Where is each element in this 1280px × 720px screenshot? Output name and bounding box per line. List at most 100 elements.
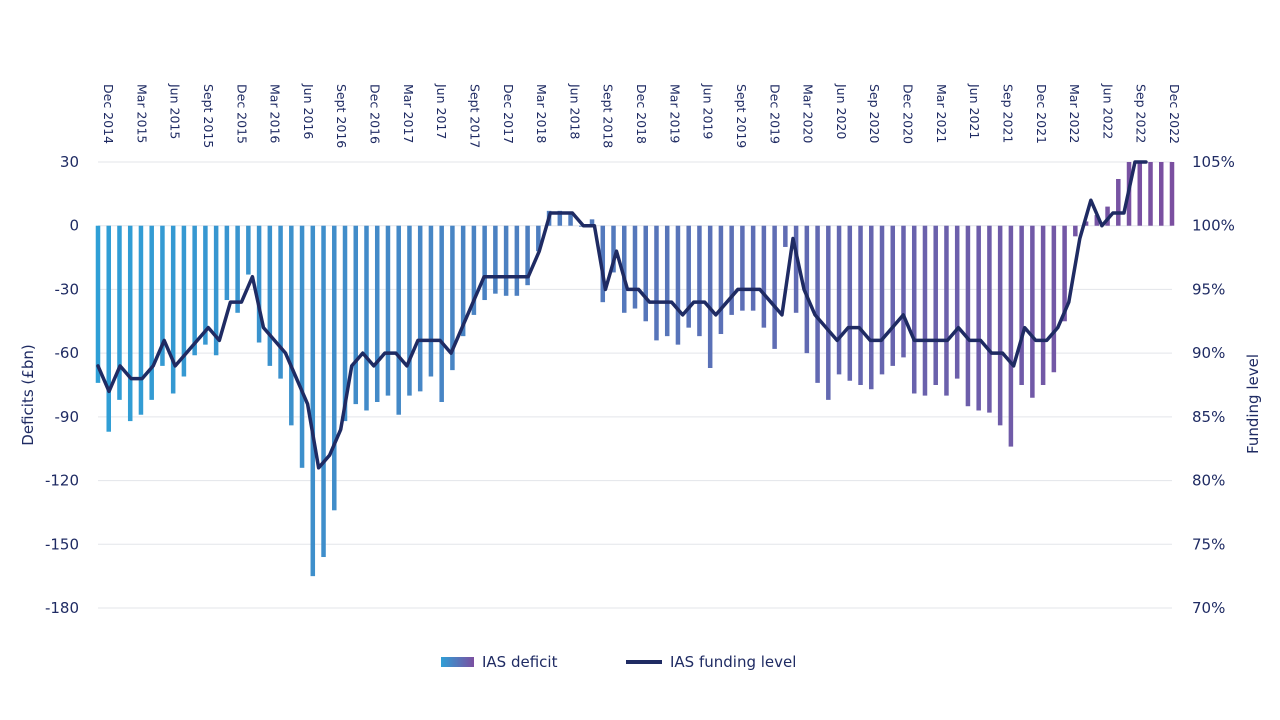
bar-ias-deficit — [493, 225, 498, 294]
x-tick: Jun 2015 — [168, 83, 183, 139]
bar-ias-deficit — [761, 225, 767, 328]
x-tick: Mar 2016 — [268, 84, 283, 143]
bar-ias-deficit — [944, 225, 949, 396]
x-tick: Mar 2017 — [401, 84, 416, 143]
y-tick-left: -120 — [45, 472, 79, 490]
bar-ias-deficit — [901, 225, 906, 358]
x-tick: Dec 2017 — [501, 84, 516, 144]
bar-ias-deficit — [911, 225, 917, 394]
bar-ias-deficit — [1083, 221, 1089, 226]
bar-ias-deficit — [385, 225, 391, 396]
bar-ias-deficit — [750, 225, 756, 311]
x-tick: Sept 2017 — [467, 84, 482, 148]
y-tick-left: -150 — [45, 535, 79, 553]
bar-ias-deficit — [729, 225, 734, 315]
bar-ias-deficit — [181, 225, 187, 377]
bars-ias-deficit — [95, 162, 1175, 577]
x-axis-ticks: Dec 2014 Mar 2015 Jun 2015 Sept 2015 Dec 201… — [101, 83, 1182, 148]
bar-ias-deficit — [933, 225, 938, 385]
bar-ias-deficit — [396, 225, 401, 415]
bar-ias-deficit — [718, 225, 724, 335]
bar-ias-deficit — [922, 225, 928, 396]
bar-ias-deficit — [1019, 225, 1024, 385]
bar-ias-deficit — [976, 225, 981, 411]
bar-ias-deficit — [1008, 225, 1014, 447]
y-tick-right: 95% — [1192, 280, 1225, 298]
bar-ias-deficit — [246, 225, 251, 275]
x-tick: Dec 2021 — [1034, 84, 1049, 144]
bar-ias-deficit — [632, 225, 638, 309]
x-tick: Mar 2021 — [934, 84, 949, 143]
x-tick: Dec 2016 — [368, 84, 383, 144]
y-tick-right: 90% — [1192, 344, 1225, 362]
x-tick: Jun 2018 — [567, 83, 582, 139]
bar-ias-deficit — [450, 225, 455, 371]
x-tick: Dec 2015 — [234, 84, 249, 144]
y-tick-right: 85% — [1192, 408, 1225, 426]
x-tick: Sep 2021 — [1000, 84, 1015, 143]
bar-ias-deficit — [697, 225, 702, 337]
bar-ias-deficit — [654, 225, 659, 341]
y-axis-left-title: Deficits (£bn) — [19, 344, 37, 445]
bar-ias-deficit — [503, 225, 509, 296]
y-tick-right: 105% — [1192, 153, 1235, 171]
bar-ias-deficit — [965, 225, 971, 407]
bar-ias-deficit — [117, 225, 122, 400]
bar-ias-deficit — [278, 225, 283, 379]
bar-ias-deficit — [847, 225, 853, 381]
bar-ias-deficit — [1137, 162, 1143, 226]
bar-ias-deficit — [428, 225, 434, 377]
bar-ias-deficit — [332, 225, 337, 511]
bar-ias-deficit — [374, 225, 380, 402]
bar-ias-deficit — [869, 225, 874, 390]
bar-ias-deficit — [95, 225, 101, 383]
bar-ias-deficit — [836, 225, 842, 375]
legend-swatch-ias-deficit — [441, 657, 474, 667]
y-tick-right: 70% — [1192, 599, 1225, 617]
x-tick: Dec 2014 — [101, 84, 116, 144]
bar-ias-deficit — [987, 225, 992, 413]
bar-ias-deficit — [439, 225, 444, 402]
bar-ias-deficit — [1169, 162, 1175, 226]
y-tick-left: 0 — [69, 217, 79, 235]
bar-ias-deficit — [310, 225, 316, 577]
bar-ias-deficit — [589, 219, 595, 226]
bar-ias-deficit — [1062, 225, 1067, 322]
x-tick: Sep 2020 — [867, 84, 882, 143]
bar-ias-deficit — [407, 225, 412, 396]
x-tick: Jun 2021 — [967, 83, 982, 139]
bar-ias-deficit — [192, 225, 197, 356]
bar-ias-deficit — [954, 225, 960, 379]
y-tick-left: 30 — [60, 153, 79, 171]
bar-ias-deficit — [579, 225, 584, 227]
x-tick: Dec 2020 — [901, 84, 916, 144]
bar-ias-deficit — [514, 225, 520, 296]
bar-ias-deficit — [170, 225, 176, 394]
bar-ias-deficit — [675, 225, 681, 345]
bar-ias-deficit — [224, 225, 230, 301]
bar-ias-deficit — [525, 225, 530, 286]
bar-ias-deficit — [1030, 225, 1035, 398]
bar-ias-deficit — [299, 225, 305, 468]
bar-ias-deficit — [1116, 178, 1121, 226]
bar-ias-deficit — [740, 225, 745, 311]
bar-ias-deficit — [804, 225, 810, 354]
bar-ias-deficit — [203, 225, 208, 345]
bar-ias-deficit — [342, 225, 348, 422]
x-tick: Mar 2022 — [1067, 84, 1082, 143]
x-tick: Sep 2022 — [1134, 84, 1149, 143]
x-tick: Jun 2022 — [1100, 83, 1115, 139]
bar-ias-deficit — [1073, 225, 1078, 237]
bar-ias-deficit — [1148, 162, 1153, 226]
bar-ias-deficit — [235, 225, 240, 313]
legend-label-ias-funding-level: IAS funding level — [670, 653, 796, 671]
bar-ias-deficit — [879, 225, 885, 375]
bar-ias-deficit — [783, 225, 788, 247]
bar-ias-deficit — [793, 225, 799, 313]
y-axis-right-ticks: 105% 100% 95% 90% 85% 80% 75% 70% — [1192, 153, 1235, 617]
line-ias-funding-level — [96, 160, 1148, 470]
bar-ias-deficit — [289, 225, 294, 426]
x-tick: Jun 2019 — [701, 83, 716, 139]
